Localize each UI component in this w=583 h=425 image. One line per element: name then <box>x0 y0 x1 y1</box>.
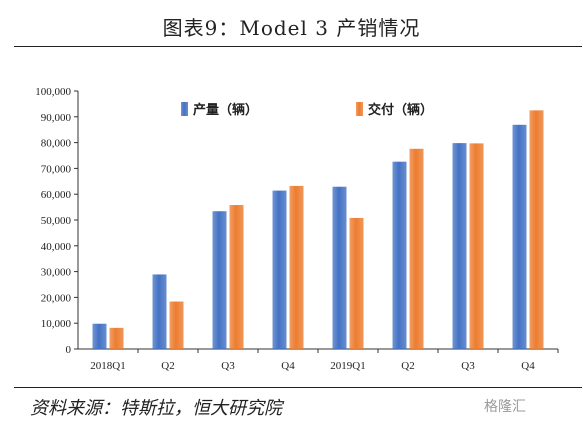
y-tick-label: 10,000 <box>41 318 72 330</box>
y-tick-label: 30,000 <box>41 267 72 279</box>
bar-production <box>392 161 407 349</box>
legend-label-production: 产量（辆） <box>193 102 258 118</box>
y-tick-label: 70,000 <box>41 163 72 175</box>
watermark: 格隆汇 <box>484 399 526 415</box>
bar-production <box>332 186 347 349</box>
bar-production <box>212 211 227 349</box>
bar-delivery <box>289 185 304 349</box>
bar-delivery <box>169 301 184 349</box>
bar-delivery <box>529 110 544 349</box>
y-tick-label: 40,000 <box>41 241 72 253</box>
x-tick-label: Q3 <box>221 360 235 372</box>
bar-delivery <box>469 143 484 349</box>
y-tick-label: 0 <box>66 344 72 356</box>
y-tick-label: 60,000 <box>41 189 72 201</box>
bar-delivery <box>229 205 244 349</box>
legend-swatch-delivery <box>356 102 363 116</box>
y-tick-label: 90,000 <box>41 112 72 124</box>
x-tick-label: Q4 <box>521 360 535 372</box>
x-tick-label: Q2 <box>401 360 414 372</box>
y-tick-label: 100,000 <box>35 86 71 98</box>
bar-production <box>272 190 287 349</box>
x-tick-label: 2018Q1 <box>90 360 125 372</box>
y-tick-label: 20,000 <box>41 292 72 304</box>
bar-delivery <box>349 217 364 349</box>
bar-delivery <box>409 148 424 349</box>
legend-swatch-production <box>181 102 188 116</box>
x-tick-label: Q2 <box>161 360 174 372</box>
title-rule <box>14 46 582 47</box>
bar-production <box>452 143 467 349</box>
bar-delivery <box>109 327 124 349</box>
chart-legend: 产量（辆） 交付（辆） <box>181 102 433 118</box>
x-tick-label: Q4 <box>281 360 295 372</box>
bar-production <box>92 323 107 349</box>
bar-production <box>152 274 167 349</box>
footer-rule <box>14 387 582 388</box>
chart-title: 图表9：Model 3 产销情况 <box>162 16 421 40</box>
x-tick-label: Q3 <box>461 360 475 372</box>
bar-production <box>512 124 527 349</box>
source-note: 资料来源：特斯拉，恒大研究院 <box>30 398 282 419</box>
legend-label-delivery: 交付（辆） <box>368 102 433 118</box>
x-tick-label: 2019Q1 <box>330 360 365 372</box>
chart-bars <box>92 110 544 349</box>
y-tick-label: 50,000 <box>41 215 72 227</box>
y-tick-label: 80,000 <box>41 138 72 150</box>
